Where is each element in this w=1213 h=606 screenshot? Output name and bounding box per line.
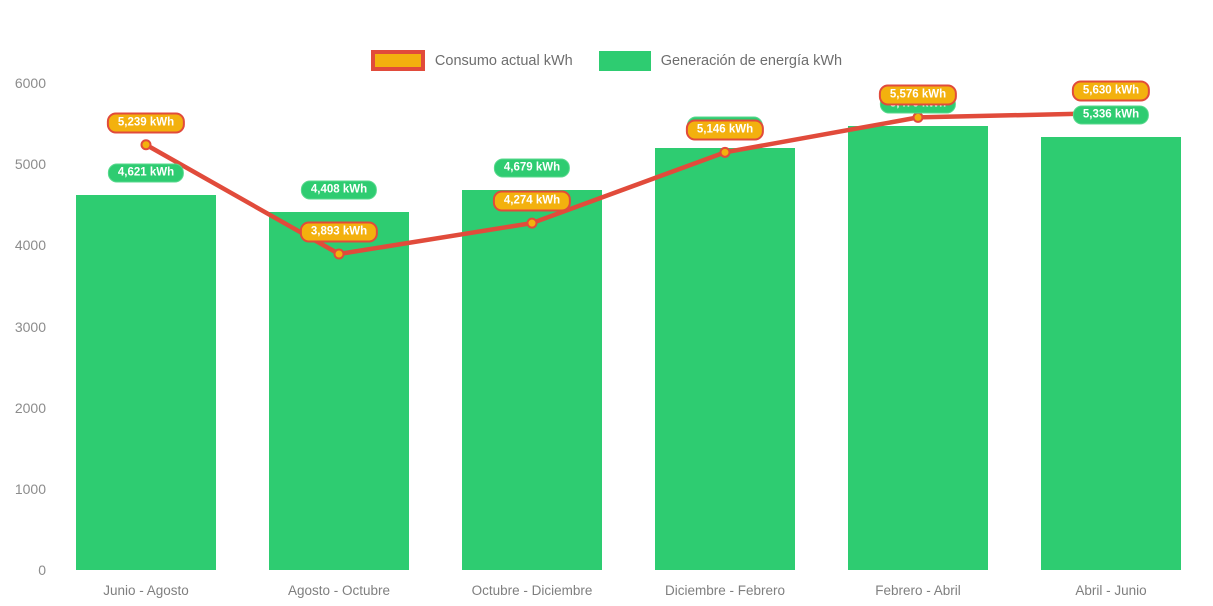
x-axis-label: Diciembre - Febrero [664,583,786,598]
x-axis-label: Octubre - Diciembre [471,583,593,598]
consumption-line [144,110,1112,257]
line-point[interactable] [333,248,345,260]
generation-bar[interactable] [76,194,216,570]
y-axis-tick-label: 2000 [14,399,46,416]
bar-value-label: 4,621 kWh [107,163,185,183]
legend-item-generacion[interactable]: Generación de energía kWh [598,50,843,71]
bar-value-label: 4,679 kWh [493,158,571,178]
legend-label-generacion: Generación de energía kWh [660,52,843,69]
generation-bar[interactable] [1041,136,1181,570]
x-axis-label: Abril - Junio [1075,583,1147,598]
line-point[interactable] [526,217,538,229]
generation-bar[interactable] [655,148,795,570]
line-point[interactable] [140,139,152,151]
line-value-label: 5,630 kWh [1071,80,1151,102]
bar-value-label: 4,408 kWh [300,180,378,200]
y-axis-tick-label: 4000 [14,237,46,254]
bar-value-label: 5,336 kWh [1072,105,1150,125]
line-value-label: 5,576 kWh [878,84,958,106]
consumo-line-swatch-icon [370,50,425,71]
legend-label-consumo: Consumo actual kWh [434,52,573,69]
line-point[interactable] [719,146,731,158]
legend-item-consumo[interactable]: Consumo actual kWh [370,50,573,71]
generation-bar[interactable] [848,125,988,570]
line-value-label: 3,893 kWh [299,221,379,243]
line-value-label: 4,274 kWh [492,190,572,212]
y-axis-tick-label: 6000 [14,75,46,91]
line-value-label: 5,239 kWh [106,112,186,134]
x-axis-label: Junio - Agosto [103,583,189,598]
line-value-label: 5,146 kWh [685,119,765,141]
line-point[interactable] [912,111,924,123]
generation-bar[interactable] [462,190,602,570]
generation-bar[interactable] [269,212,409,570]
generacion-bar-swatch-icon [598,50,651,71]
y-axis-tick-label: 3000 [14,318,46,335]
y-axis-tick-label: 1000 [14,480,46,497]
chart-legend: Consumo actual kWh Generación de energía… [0,50,1213,71]
y-axis-tick-label: 0 [38,562,46,578]
x-axis-label: Agosto - Octubre [287,583,391,598]
x-axis-label: Febrero - Abril [875,583,961,598]
y-axis-tick-label: 5000 [14,156,46,173]
